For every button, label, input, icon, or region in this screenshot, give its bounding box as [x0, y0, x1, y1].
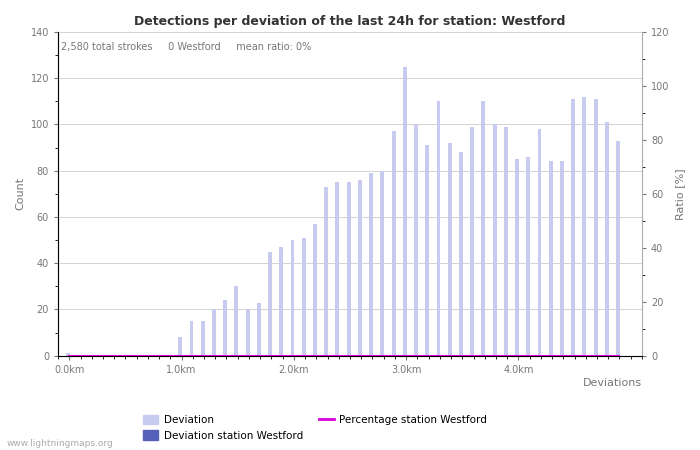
- Bar: [526, 157, 531, 356]
- Bar: [538, 129, 542, 356]
- Legend: Deviation, Deviation station Westford, Percentage station Westford: Deviation, Deviation station Westford, P…: [139, 411, 491, 445]
- Bar: [571, 99, 575, 356]
- Bar: [178, 337, 182, 356]
- Bar: [470, 127, 474, 356]
- Bar: [346, 182, 351, 356]
- Bar: [493, 125, 496, 356]
- Bar: [369, 173, 373, 356]
- Bar: [380, 171, 384, 356]
- Bar: [358, 180, 362, 356]
- Bar: [504, 127, 508, 356]
- Bar: [279, 247, 284, 356]
- Bar: [190, 321, 193, 356]
- Bar: [402, 67, 407, 356]
- Bar: [616, 141, 620, 356]
- Bar: [560, 162, 564, 356]
- Bar: [582, 97, 587, 356]
- Bar: [437, 101, 440, 356]
- Bar: [257, 302, 261, 356]
- Bar: [335, 182, 340, 356]
- Y-axis label: Count: Count: [15, 177, 25, 211]
- Bar: [515, 159, 519, 356]
- Bar: [324, 187, 328, 356]
- Bar: [302, 238, 306, 356]
- Bar: [391, 131, 395, 356]
- Text: 2,580 total strokes     0 Westford     mean ratio: 0%: 2,580 total strokes 0 Westford mean rati…: [61, 42, 312, 52]
- Text: www.lightningmaps.org: www.lightningmaps.org: [7, 439, 113, 448]
- Bar: [212, 310, 216, 356]
- Bar: [448, 143, 452, 356]
- Bar: [605, 122, 609, 356]
- Bar: [223, 300, 227, 356]
- Text: Deviations: Deviations: [583, 378, 642, 388]
- Bar: [201, 321, 204, 356]
- Bar: [290, 240, 295, 356]
- Y-axis label: Ratio [%]: Ratio [%]: [675, 168, 685, 220]
- Bar: [459, 152, 463, 356]
- Bar: [594, 99, 598, 356]
- Bar: [482, 101, 485, 356]
- Bar: [246, 310, 250, 356]
- Title: Detections per deviation of the last 24h for station: Westford: Detections per deviation of the last 24h…: [134, 15, 566, 28]
- Bar: [426, 145, 429, 356]
- Bar: [66, 353, 70, 356]
- Bar: [234, 286, 238, 356]
- Bar: [313, 224, 317, 356]
- Bar: [268, 252, 272, 356]
- Bar: [414, 125, 418, 356]
- Bar: [549, 162, 553, 356]
